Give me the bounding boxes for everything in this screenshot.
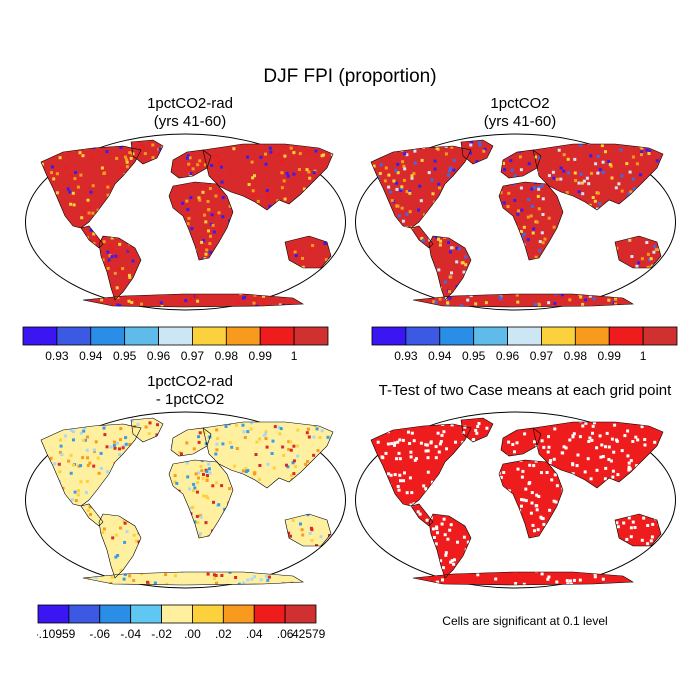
colorbar-tick-label: 1: [640, 349, 647, 363]
map-panel-1: [25, 133, 346, 311]
colorbar-tick-label: 0.96: [147, 349, 171, 363]
colorbar-swatch: [192, 326, 227, 346]
map-panel-4: [355, 411, 676, 589]
colorbar-tick-label: 0.99: [598, 349, 622, 363]
colorbar-tick-label: 1: [291, 349, 298, 363]
colorbar-tick-label: 0.95: [462, 349, 486, 363]
colorbar-tick-label: .00: [184, 627, 201, 641]
panel-1-title-line2: (yrs 41-60): [153, 113, 227, 130]
colorbar-tick-label: .04: [246, 627, 263, 641]
panel-3-title: 1pctCO2-rad - 1pctCO2: [35, 373, 345, 409]
land-greenland: [461, 140, 493, 164]
colorbar-swatch: [259, 326, 295, 346]
colorbar-swatch: [158, 326, 193, 346]
colorbar-swatch: [99, 604, 132, 624]
colorbar-tick-label: 0.93: [394, 349, 418, 363]
panel-3-title-line2: - 1pctCO2: [155, 391, 225, 408]
colorbar-swatch: [161, 604, 193, 624]
colorbar-tick-label: -.02: [151, 627, 172, 641]
colorbar-swatch: [192, 604, 224, 624]
map-panel-2: [355, 133, 676, 311]
colorbar-tick-label: .02: [215, 627, 232, 641]
land-europe: [171, 428, 211, 456]
colorbar-tick-label: -.04: [120, 627, 141, 641]
colorbar-panel-2: 0.93 0.94 0.95 0.96 0.97 0.98 0.99 1: [371, 326, 678, 363]
panel-2-title-line1: 1pctCO2: [490, 95, 550, 112]
colorbar-swatch: [473, 326, 508, 346]
colorbar-swatch: [439, 326, 475, 346]
colorbar-tick-label: 0.98: [564, 349, 588, 363]
colorbar-swatch: [22, 326, 58, 346]
colorbar-panel-1: 0.93 0.94 0.95 0.96 0.97 0.98 0.99 1: [22, 326, 329, 363]
colorbar-tick-label: .06: [277, 627, 294, 641]
land-south-america: [99, 236, 141, 300]
colorbar-swatch: [222, 604, 255, 624]
colorbar-tick-label: .42579: [289, 627, 326, 641]
colorbar-tick-label: -.06: [89, 627, 110, 641]
colorbar-swatch: [90, 326, 126, 346]
map-panel-3: [25, 411, 346, 589]
colorbar-tick-label: 0.99: [249, 349, 273, 363]
colorbar-swatch: [507, 326, 542, 346]
land-africa: [169, 460, 233, 538]
land-central-america: [81, 226, 103, 248]
colorbar-swatch: [225, 326, 261, 346]
colorbar-tick-label: -.10959: [37, 627, 76, 641]
land-antarctica: [413, 294, 633, 307]
colorbar-swatch: [541, 326, 576, 346]
panel-3-title-line1: 1pctCO2-rad: [147, 373, 233, 390]
colorbar-swatch: [608, 326, 644, 346]
panel-4-title-line1: T-Test of two Case means at each grid po…: [378, 382, 672, 399]
colorbar-swatch: [68, 604, 101, 624]
colorbar-swatch: [130, 604, 162, 624]
colorbar-tick-label: 0.93: [45, 349, 69, 363]
colorbar-tick-label: 0.97: [181, 349, 205, 363]
land-australia: [285, 236, 331, 268]
land-south-america: [429, 236, 471, 300]
colorbar-difference: -.10959 -.06 -.04 -.02 .00 .02 .04 .06.42579: [37, 604, 326, 641]
colorbar-swatch: [574, 326, 610, 346]
colorbar-swatch: [56, 326, 92, 346]
panel-1-title-line1: 1pctCO2-rad: [147, 95, 233, 112]
colorbar-swatch: [124, 326, 159, 346]
colorbar-tick-label: 0.97: [530, 349, 554, 363]
land-antarctica: [83, 572, 303, 585]
land-africa: [169, 182, 233, 260]
panel-2-title-line2: (yrs 41-60): [483, 113, 557, 130]
figure-title: DJF FPI (proportion): [263, 66, 437, 87]
colorbar-swatch: [371, 326, 407, 346]
colorbar-swatch: [253, 604, 286, 624]
land-greenland: [131, 140, 163, 164]
panel-4-title: T-Test of two Case means at each grid po…: [360, 382, 690, 400]
land-south-america: [99, 514, 141, 578]
colorbar-swatch: [642, 326, 678, 346]
land-antarctica: [413, 572, 633, 585]
colorbar-swatch: [405, 326, 441, 346]
panel-2-title: 1pctCO2 (yrs 41-60): [365, 95, 675, 131]
land-africa: [499, 460, 563, 538]
land-europe: [501, 428, 541, 456]
land-europe: [171, 150, 211, 178]
colorbar-tick-label: 0.95: [113, 349, 137, 363]
colorbar-swatch: [284, 604, 317, 624]
colorbar-swatch: [37, 604, 70, 624]
land-antarctica: [83, 294, 303, 307]
land-south-america: [429, 514, 471, 578]
colorbar-tick-label: 0.94: [428, 349, 452, 363]
panel-1-title: 1pctCO2-rad (yrs 41-60): [35, 95, 345, 131]
colorbar-swatch: [293, 326, 329, 346]
colorbar-tick-label: 0.98: [215, 349, 239, 363]
significance-note: Cells are significant at 0.1 level: [442, 614, 608, 628]
colorbar-tick-label: 0.96: [496, 349, 520, 363]
colorbar-tick-label: 0.94: [79, 349, 103, 363]
